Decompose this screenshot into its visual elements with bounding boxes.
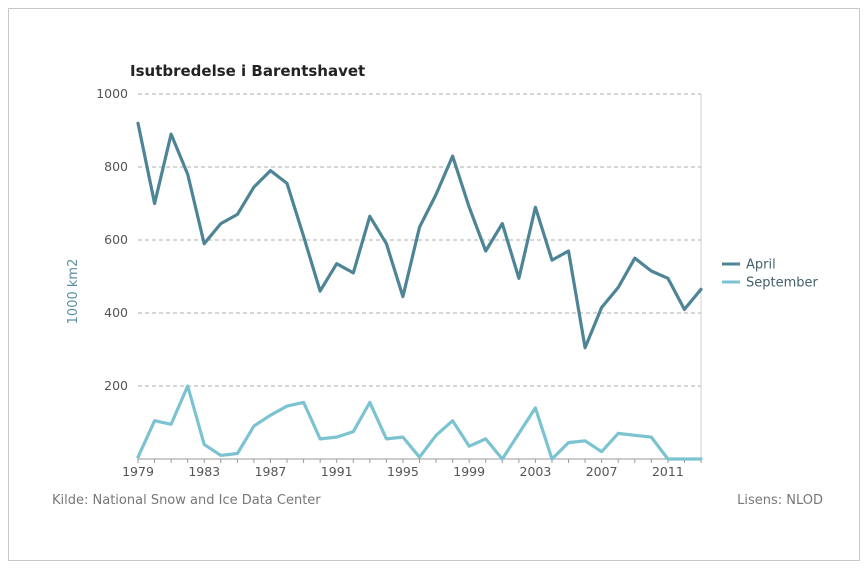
x-tick-label-1991: 1991	[321, 464, 353, 479]
y-tick-label-400: 400	[104, 305, 128, 320]
y-tick-label-1000: 1000	[96, 86, 128, 101]
series-line-april	[136, 121, 703, 350]
chart-frame: Isutbredelse i Barentshavet 200 400 600 800…	[8, 8, 860, 561]
y-tick-label-600: 600	[104, 232, 128, 247]
x-tick-label-2011: 2011	[652, 464, 684, 479]
x-tick-label-2003: 2003	[520, 464, 552, 479]
y-axis-ticks: 200 400 600 800 1000	[96, 86, 128, 393]
legend-label-april: April	[746, 258, 776, 273]
series-lines	[136, 121, 703, 461]
x-tick-label-2007: 2007	[586, 464, 618, 479]
y-tick-label-200: 200	[104, 378, 128, 393]
x-tick-label-1999: 1999	[453, 464, 485, 479]
license-note: Lisens: NLOD	[737, 493, 823, 508]
x-axis-ticks: 1979 1983 1987 1991 1995 1999 2003 2007 2011	[122, 458, 702, 479]
grid-lines	[138, 93, 702, 459]
x-tick-label-1979: 1979	[122, 464, 154, 479]
legend-label-september: September	[746, 276, 819, 291]
series-line-september	[136, 384, 703, 461]
source-note: Kilde: National Snow and Ice Data Center	[52, 493, 321, 508]
x-tick-label-1987: 1987	[255, 464, 287, 479]
y-axis-label: 1000 km2	[66, 259, 81, 325]
x-tick-label-1983: 1983	[188, 464, 220, 479]
chart-title: Isutbredelse i Barentshavet	[130, 62, 365, 80]
x-tick-label-1995: 1995	[387, 464, 419, 479]
y-tick-label-800: 800	[104, 159, 128, 174]
legend: April September	[722, 258, 819, 291]
line-chart: Isutbredelse i Barentshavet 200 400 600 800…	[52, 62, 823, 508]
